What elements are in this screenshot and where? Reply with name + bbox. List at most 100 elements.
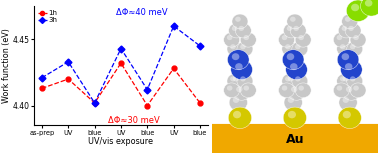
Text: ΔΦ≈30 meV: ΔΦ≈30 meV [108,116,160,125]
Circle shape [338,23,355,38]
Circle shape [240,83,256,98]
Circle shape [337,35,342,40]
Circle shape [288,111,296,118]
Circle shape [229,73,248,90]
Circle shape [227,35,232,40]
Circle shape [295,76,301,81]
Circle shape [342,76,349,82]
Circle shape [342,26,347,31]
Circle shape [333,83,349,98]
Circle shape [240,32,256,47]
Circle shape [227,86,232,91]
Circle shape [224,83,240,98]
Circle shape [287,26,292,31]
Circle shape [282,42,298,56]
Circle shape [337,86,342,91]
Circle shape [345,23,361,38]
Circle shape [230,44,236,49]
Circle shape [290,63,297,70]
Circle shape [342,97,349,103]
Circle shape [284,94,302,111]
Circle shape [287,53,294,60]
1h [171,67,176,69]
Circle shape [243,86,249,91]
Circle shape [284,23,299,38]
Circle shape [353,86,359,91]
3h [40,77,44,79]
Circle shape [292,42,308,56]
Circle shape [351,4,359,11]
Line: 1h: 1h [39,61,203,108]
Circle shape [346,86,352,92]
Circle shape [333,32,349,47]
Legend: 1h, 3h: 1h, 3h [37,10,58,24]
FancyBboxPatch shape [210,124,378,153]
Circle shape [345,17,350,22]
Circle shape [298,35,304,40]
3h [171,25,176,27]
Circle shape [339,94,357,111]
Circle shape [288,97,294,103]
Circle shape [233,111,241,118]
Circle shape [237,42,253,56]
Circle shape [350,83,366,98]
Circle shape [232,14,248,29]
Circle shape [291,86,297,92]
Circle shape [341,60,362,80]
Circle shape [233,76,239,82]
Circle shape [224,32,240,47]
Circle shape [230,76,236,81]
Y-axis label: Work function (eV): Work function (eV) [3,28,11,103]
Circle shape [337,42,353,56]
Circle shape [337,74,353,88]
Circle shape [345,63,352,70]
Circle shape [350,32,366,47]
Circle shape [361,0,378,16]
Circle shape [236,86,243,92]
Circle shape [295,83,311,98]
1h [119,62,123,64]
Circle shape [233,97,239,103]
3h [145,89,150,91]
Circle shape [282,74,298,88]
1h [66,78,71,80]
Circle shape [337,50,359,70]
Circle shape [227,42,243,56]
1h [145,105,150,106]
Circle shape [235,23,251,38]
Circle shape [343,111,351,118]
3h [198,45,202,47]
Circle shape [232,26,237,31]
Circle shape [282,50,304,70]
Circle shape [235,63,243,70]
Circle shape [235,17,241,22]
Circle shape [227,74,243,88]
Circle shape [288,76,294,82]
Circle shape [239,26,244,31]
Circle shape [231,60,253,80]
3h [119,48,123,49]
Circle shape [342,53,349,60]
Circle shape [292,74,308,88]
Circle shape [283,107,307,129]
Circle shape [342,14,358,29]
3h [66,61,71,63]
Circle shape [290,23,306,38]
Circle shape [287,14,303,29]
Circle shape [340,44,345,49]
3h [92,102,97,104]
X-axis label: UV/vis exposure: UV/vis exposure [88,137,153,146]
Circle shape [237,74,253,88]
Circle shape [350,76,356,81]
Circle shape [295,44,301,49]
Circle shape [285,44,291,49]
Text: ΔΦ≈40 meV: ΔΦ≈40 meV [116,8,168,17]
1h [92,102,97,104]
Circle shape [338,107,361,129]
Circle shape [228,50,249,70]
Circle shape [290,17,296,22]
Circle shape [232,83,251,100]
Circle shape [347,42,363,56]
Circle shape [240,76,246,81]
Circle shape [279,32,294,47]
